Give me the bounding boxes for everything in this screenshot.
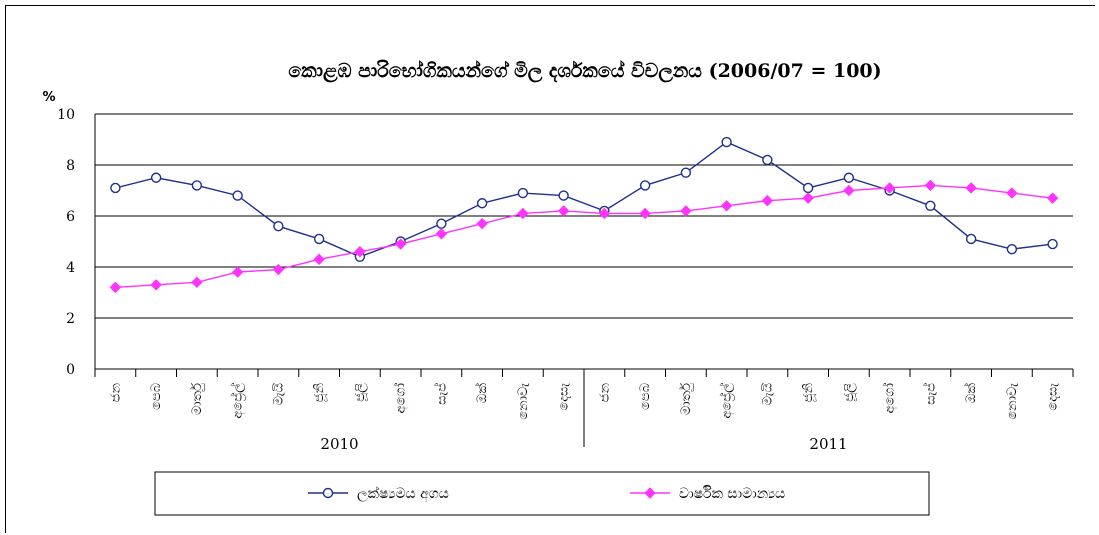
legend-box [154, 471, 930, 516]
x-tick-label: අගෝ [882, 383, 898, 413]
data-point [762, 154, 773, 166]
year-label: 2011 [809, 435, 847, 453]
x-tick-label: මැයි [271, 383, 286, 406]
x-tick-label: දෙසැ [1046, 383, 1061, 411]
y-tick-label: 6 [66, 209, 75, 225]
chart-title: කොළඹ පාරිභෝගිකයන්ගේ මිල දර්ශකයේ විචලනය (… [288, 60, 881, 83]
data-point [476, 217, 488, 230]
data-point [761, 194, 774, 207]
axes [94, 114, 1074, 447]
data-point [313, 233, 325, 245]
x-tick-label: අගෝ [393, 383, 409, 413]
x-tick-label: ජන [108, 383, 123, 403]
y-tick-label: 4 [66, 260, 75, 276]
series-line [115, 141, 1053, 258]
x-tick-label: නොවැ [1005, 383, 1020, 420]
year-labels: 2010 2011 [320, 435, 847, 453]
series-group [109, 136, 1059, 294]
data-point [150, 279, 162, 291]
data-point [109, 281, 122, 294]
data-point [1006, 187, 1018, 199]
data-point [924, 179, 937, 192]
data-point [435, 228, 448, 240]
legend-label: වාර්ෂික සාමාන්‍යය [679, 486, 785, 502]
y-axis-label: % [42, 90, 55, 105]
x-tick-label: ජූනි [801, 383, 816, 403]
y-tick-label: 10 [57, 107, 75, 123]
y-tick-label: 0 [66, 362, 75, 378]
data-point [1047, 238, 1058, 250]
data-point [925, 200, 936, 212]
data-point [639, 207, 651, 220]
x-tick-label: අප්‍රේල් [718, 383, 734, 419]
x-tick-label: සැප් [433, 383, 449, 405]
data-point [476, 198, 488, 209]
x-tick-label: ඔක් [963, 383, 979, 404]
data-point [150, 172, 162, 183]
x-tick-label: දෙසැ [557, 383, 572, 411]
x-tick-label: පෙබ [638, 383, 653, 410]
data-point [965, 233, 977, 245]
data-point [802, 182, 814, 194]
x-tick-labels: ජන පෙබ මාර්තු අප්‍රේල් මැයි ජූනි ජූලි අගෝ සැප් ඔක… [108, 383, 1060, 420]
data-point [843, 184, 855, 197]
series-1 [109, 179, 1059, 294]
data-point [313, 253, 325, 266]
legend-label: ලක්ෂ්‍යමය අගය [357, 486, 449, 503]
x-tick-label: ජූලි [353, 383, 368, 402]
data-point [191, 276, 203, 289]
data-point [843, 172, 855, 183]
gridlines [95, 113, 1073, 319]
data-point [721, 136, 732, 148]
data-point [272, 263, 285, 276]
data-point [557, 205, 570, 217]
series-line [115, 184, 1053, 289]
y-tick-label: 8 [66, 158, 75, 174]
data-point [883, 182, 896, 194]
x-tick-label: ඔක් [474, 383, 490, 404]
data-point [965, 182, 977, 194]
data-point [231, 266, 244, 278]
data-point [680, 167, 692, 178]
data-point [680, 205, 692, 217]
legend: ලක්ෂ්‍යමය අගය වාර්ෂික සාමාන්‍යය [154, 471, 930, 516]
data-point [517, 187, 529, 199]
data-point [802, 192, 814, 204]
data-point [110, 182, 121, 194]
data-point [598, 207, 611, 220]
data-point [191, 180, 203, 191]
data-point [354, 245, 366, 258]
x-tick-label: මාර්තු [678, 383, 694, 415]
x-tick-label: මාර්තු [189, 383, 205, 415]
x-tick-label: සැප් [922, 383, 938, 405]
y-tick-label: 2 [66, 311, 75, 327]
y-tick-labels: 0 2 4 6 8 10 [57, 107, 75, 378]
x-tick-label: පෙබ [149, 383, 164, 410]
data-point [639, 180, 651, 191]
data-point [517, 207, 529, 220]
data-point [558, 190, 569, 201]
chart-frame [5, 5, 1095, 533]
data-point [1006, 243, 1018, 255]
legend-marker [322, 487, 334, 499]
year-label: 2010 [320, 435, 358, 453]
data-point [273, 220, 284, 232]
data-point [232, 190, 243, 201]
legend-marker [644, 487, 656, 499]
series-0 [110, 136, 1058, 262]
data-point [720, 200, 733, 212]
x-tick-label: ජූලි [842, 383, 857, 402]
x-tick-label: නොවැ [516, 383, 531, 420]
x-tick-label: අප්‍රේල් [229, 383, 245, 419]
data-point [1046, 192, 1059, 204]
x-tick-label: ජූනි [312, 383, 327, 403]
data-point [394, 238, 407, 250]
x-tick-label: ජන [597, 383, 612, 403]
x-tick-label: මැයි [760, 383, 775, 406]
data-point [436, 218, 447, 229]
